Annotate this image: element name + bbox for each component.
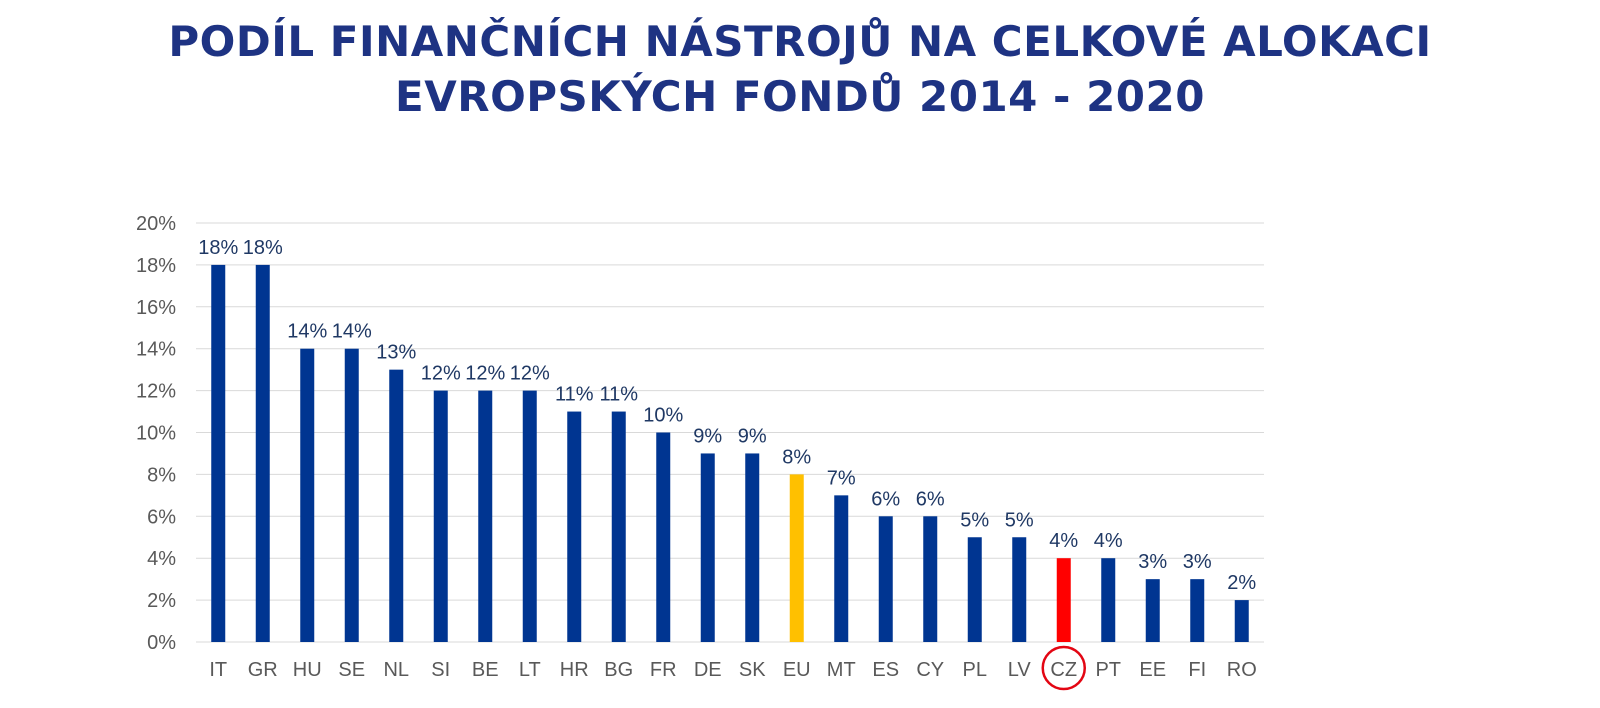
data-label: 14% [332,321,372,343]
bar-eu [789,474,804,642]
bar-si [433,390,448,642]
x-tick-label: SE [338,659,365,681]
x-tick-label: IT [209,659,227,681]
data-label: 11% [599,384,638,406]
data-label: 5% [1005,509,1034,531]
bar-mt [834,495,849,642]
data-label: 6% [871,488,900,510]
bar-ee [1145,579,1160,642]
highlight-circle [1041,645,1086,691]
data-label: 6% [916,488,945,510]
data-label: 14% [287,321,327,343]
y-tick-label: 6% [147,506,176,528]
x-tick-label: EU [783,659,811,681]
x-tick-label: LV [1008,659,1032,681]
bar-pl [967,537,982,642]
x-tick-label: LT [519,659,541,681]
y-tick-label: 14% [136,339,176,361]
bar-hu [300,348,315,642]
data-label: 9% [693,425,722,447]
chart-title-line-1: PODÍL FINANČNÍCH NÁSTROJŮ NA CELKOVÉ ALO… [168,17,1432,66]
y-tick-label: 10% [136,423,176,445]
bar-de [700,453,715,642]
y-tick-label: 4% [147,548,176,570]
x-tick-label: NL [383,659,409,681]
data-label: 18% [243,237,283,259]
x-tick-label: HR [560,659,589,681]
data-label: 3% [1138,551,1167,573]
data-label: 3% [1183,551,1212,573]
x-tick-label: GR [248,659,278,681]
bar-pt [1101,558,1116,642]
x-tick-label: MT [827,659,856,681]
x-tick-label: CZ [1050,659,1077,681]
x-tick-label: BG [604,659,633,681]
y-tick-label: 0% [147,632,176,654]
data-label: 7% [827,467,856,489]
data-label: 18% [198,237,238,259]
bar-it [211,264,226,642]
bar-es [878,516,893,642]
data-label: 8% [782,446,811,468]
x-tick-label: CY [916,659,944,681]
y-tick-label: 2% [147,590,176,612]
bar-lt [522,390,537,642]
x-tick-label: HU [293,659,322,681]
data-label: 12% [421,363,461,385]
x-tick-label: FI [1188,659,1206,681]
bar-nl [389,369,404,642]
y-tick-label: 12% [136,381,176,403]
data-label: 12% [510,363,550,385]
x-tick-label: EE [1139,659,1166,681]
x-tick-label: DE [694,659,722,681]
data-label: 12% [465,363,505,385]
data-label: 5% [960,509,989,531]
x-tick-label: FR [650,659,677,681]
y-tick-label: 20% [136,213,176,235]
bar-se [344,348,359,642]
x-tick-label: SK [739,659,766,681]
x-tick-label: PL [963,659,987,681]
y-tick-label: 8% [147,464,176,486]
y-tick-label: 16% [136,297,176,319]
x-tick-label: ES [872,659,899,681]
bar-cy [923,516,938,642]
bar-sk [745,453,760,642]
data-label: 11% [555,384,594,406]
bar-cz [1056,558,1071,642]
y-tick-label: 18% [136,255,176,277]
bar-hr [567,411,582,642]
bar-lv [1012,537,1027,642]
x-tick-label: RO [1227,659,1257,681]
bar-bg [611,411,626,642]
data-label: 9% [738,425,767,447]
data-label: 2% [1227,572,1256,594]
data-label: 4% [1094,530,1123,552]
bar-ro [1234,600,1249,642]
bar-fr [656,432,671,642]
chart-title-line-2: EVROPSKÝCH FONDŮ 2014 - 2020 [395,72,1205,121]
data-label: 10% [643,405,683,427]
x-tick-label: PT [1095,659,1121,681]
data-label: 13% [376,342,416,364]
bar-gr [255,264,270,642]
x-tick-label: BE [472,659,499,681]
x-tick-label: SI [431,659,450,681]
bar-be [478,390,493,642]
bar-fi [1190,579,1205,642]
data-label: 4% [1049,530,1078,552]
chart-title: PODÍL FINANČNÍCH NÁSTROJŮ NA CELKOVÉ ALO… [0,14,1600,124]
